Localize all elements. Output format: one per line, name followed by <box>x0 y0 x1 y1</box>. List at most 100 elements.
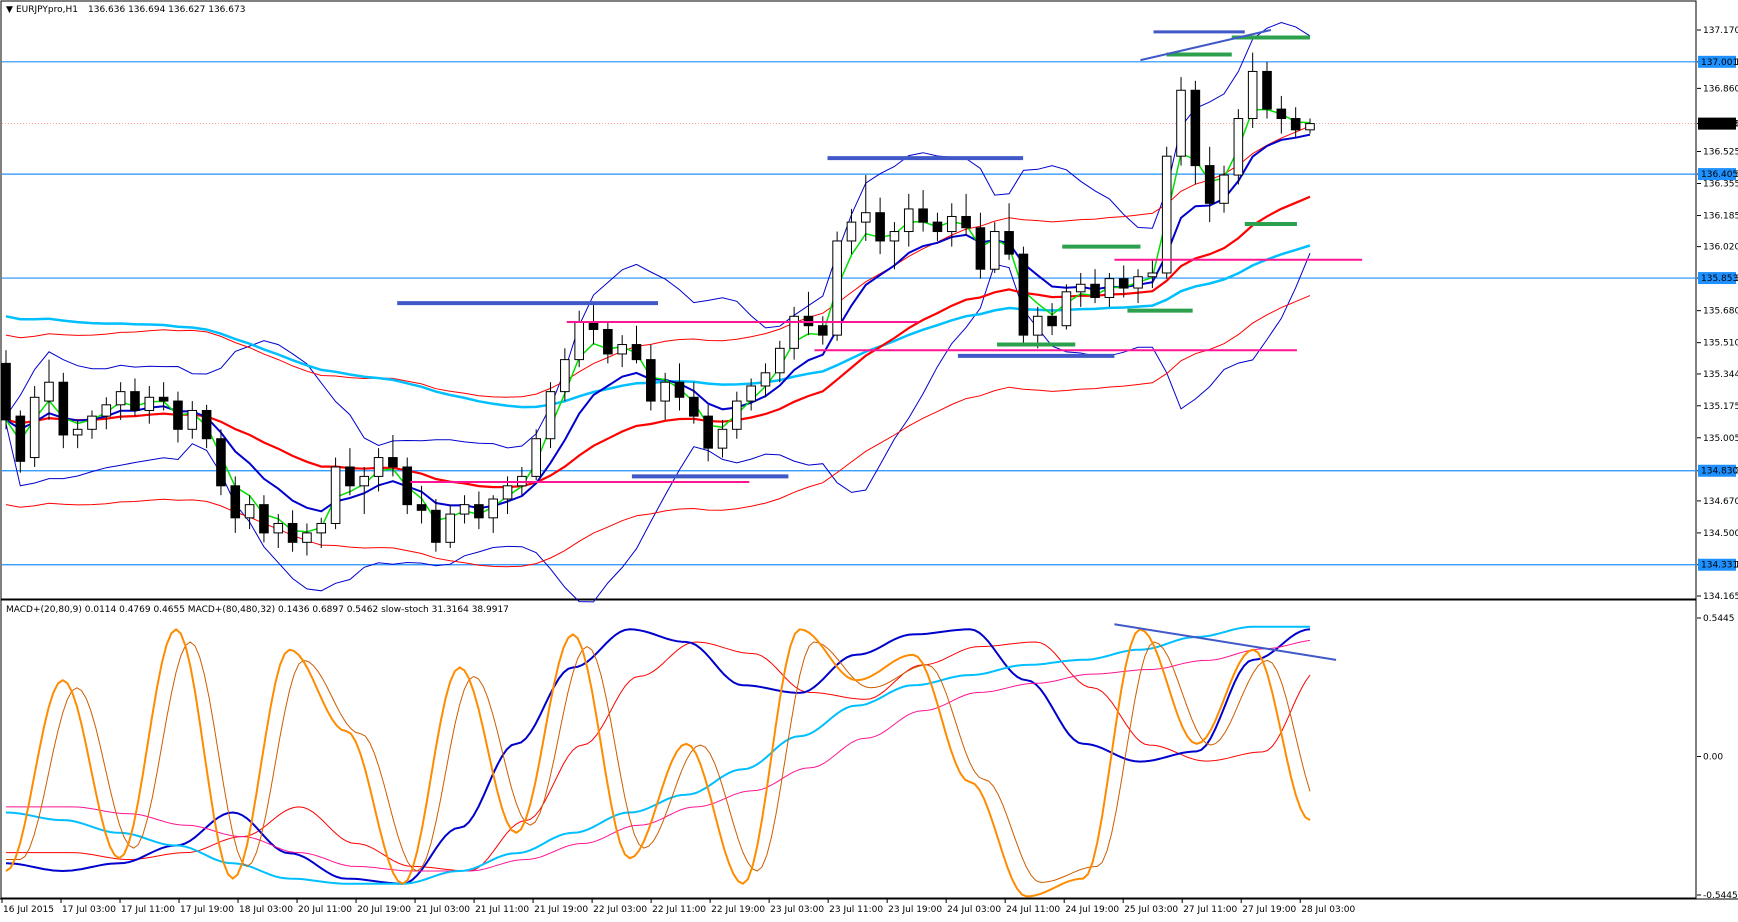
candle[interactable] <box>1262 62 1272 119</box>
candle[interactable] <box>1 350 11 430</box>
candle[interactable] <box>173 391 183 443</box>
candle[interactable] <box>259 495 269 543</box>
indicator-trendline[interactable] <box>1114 623 1337 661</box>
candle[interactable] <box>717 419 728 458</box>
candle[interactable] <box>846 208 857 255</box>
candle[interactable] <box>416 485 427 524</box>
candle-body <box>660 381 670 402</box>
candle[interactable] <box>216 429 226 496</box>
time-tick-label: 22 Jul 19:00 <box>711 905 765 915</box>
candle[interactable] <box>746 378 756 411</box>
candle[interactable] <box>287 510 298 552</box>
candle[interactable] <box>775 340 785 383</box>
candle[interactable] <box>130 378 140 417</box>
candle[interactable] <box>1161 146 1172 279</box>
candle[interactable] <box>72 419 83 449</box>
candle[interactable] <box>1018 246 1029 345</box>
candle[interactable] <box>703 404 713 462</box>
candle[interactable] <box>144 385 155 424</box>
candle[interactable] <box>15 410 26 473</box>
time-tick-label: 21 Jul 19:00 <box>534 905 588 915</box>
candle[interactable] <box>388 434 398 477</box>
candle[interactable] <box>359 466 370 515</box>
candle[interactable] <box>87 410 97 439</box>
candle-body <box>388 457 398 468</box>
candle-body <box>330 466 341 524</box>
price-tick-label: 135.175 <box>1703 402 1738 412</box>
candle[interactable] <box>58 372 69 449</box>
candle[interactable] <box>1118 265 1129 298</box>
candle[interactable] <box>660 372 670 420</box>
stoch-k-line <box>5 627 1311 898</box>
candle[interactable] <box>545 382 556 449</box>
trendline[interactable] <box>1140 29 1272 62</box>
candle[interactable] <box>431 498 441 552</box>
candle[interactable] <box>1032 306 1043 349</box>
candle[interactable] <box>459 495 470 524</box>
candle[interactable] <box>1004 203 1014 260</box>
candle[interactable] <box>918 190 928 232</box>
candle[interactable] <box>230 476 241 533</box>
candle[interactable] <box>1061 284 1072 330</box>
candle[interactable] <box>187 401 198 439</box>
candle[interactable] <box>244 495 255 530</box>
candle[interactable] <box>273 514 284 548</box>
candle[interactable] <box>631 325 642 364</box>
candle[interactable] <box>617 335 627 368</box>
candle[interactable] <box>646 344 656 411</box>
candle[interactable] <box>1305 118 1315 134</box>
candle[interactable] <box>674 363 685 411</box>
candle[interactable] <box>1233 109 1244 185</box>
candle[interactable] <box>1147 259 1158 289</box>
candle[interactable] <box>101 397 112 430</box>
candle[interactable] <box>158 382 169 411</box>
candle[interactable] <box>1090 269 1100 304</box>
candle[interactable] <box>689 382 699 424</box>
candle[interactable] <box>44 359 54 420</box>
candle[interactable] <box>373 448 384 492</box>
candle[interactable] <box>875 197 885 255</box>
candle[interactable] <box>1290 107 1301 138</box>
candle[interactable] <box>1104 272 1115 307</box>
candle[interactable] <box>1276 95 1287 134</box>
candle[interactable] <box>989 222 1000 273</box>
candle[interactable] <box>946 203 957 247</box>
candle[interactable] <box>1204 146 1215 223</box>
candle[interactable] <box>860 175 871 241</box>
candle[interactable] <box>445 504 456 548</box>
candle[interactable] <box>1190 80 1201 185</box>
candle[interactable] <box>474 491 484 530</box>
candle-body <box>287 522 298 543</box>
candle[interactable] <box>1176 77 1186 166</box>
candle[interactable] <box>1247 52 1258 128</box>
candle[interactable] <box>832 231 842 341</box>
candle[interactable] <box>760 363 771 398</box>
candle[interactable] <box>316 517 327 548</box>
candle[interactable] <box>789 306 799 360</box>
candle[interactable] <box>330 457 341 530</box>
candle[interactable] <box>302 523 312 556</box>
indicator-tick-label: -0.5445 <box>1703 891 1738 901</box>
candle[interactable] <box>1219 165 1229 213</box>
symbol-menu-icon[interactable]: ▼ <box>6 5 13 15</box>
candle[interactable] <box>889 222 900 270</box>
candle[interactable] <box>732 391 742 439</box>
candle[interactable] <box>1047 303 1057 336</box>
candle[interactable] <box>1075 272 1086 307</box>
candle[interactable] <box>975 212 986 279</box>
candle[interactable] <box>115 382 126 420</box>
candle[interactable] <box>603 321 613 364</box>
candle[interactable] <box>1133 269 1143 304</box>
candle[interactable] <box>531 429 541 481</box>
candle[interactable] <box>932 212 943 241</box>
candle[interactable] <box>903 193 914 247</box>
candle[interactable] <box>201 404 212 449</box>
candle[interactable] <box>488 495 499 533</box>
candle[interactable] <box>345 448 355 496</box>
candle[interactable] <box>961 193 971 236</box>
candle[interactable] <box>29 385 40 467</box>
macd-fast-line <box>5 628 1311 885</box>
candle[interactable] <box>402 457 413 515</box>
candle[interactable] <box>560 348 570 402</box>
